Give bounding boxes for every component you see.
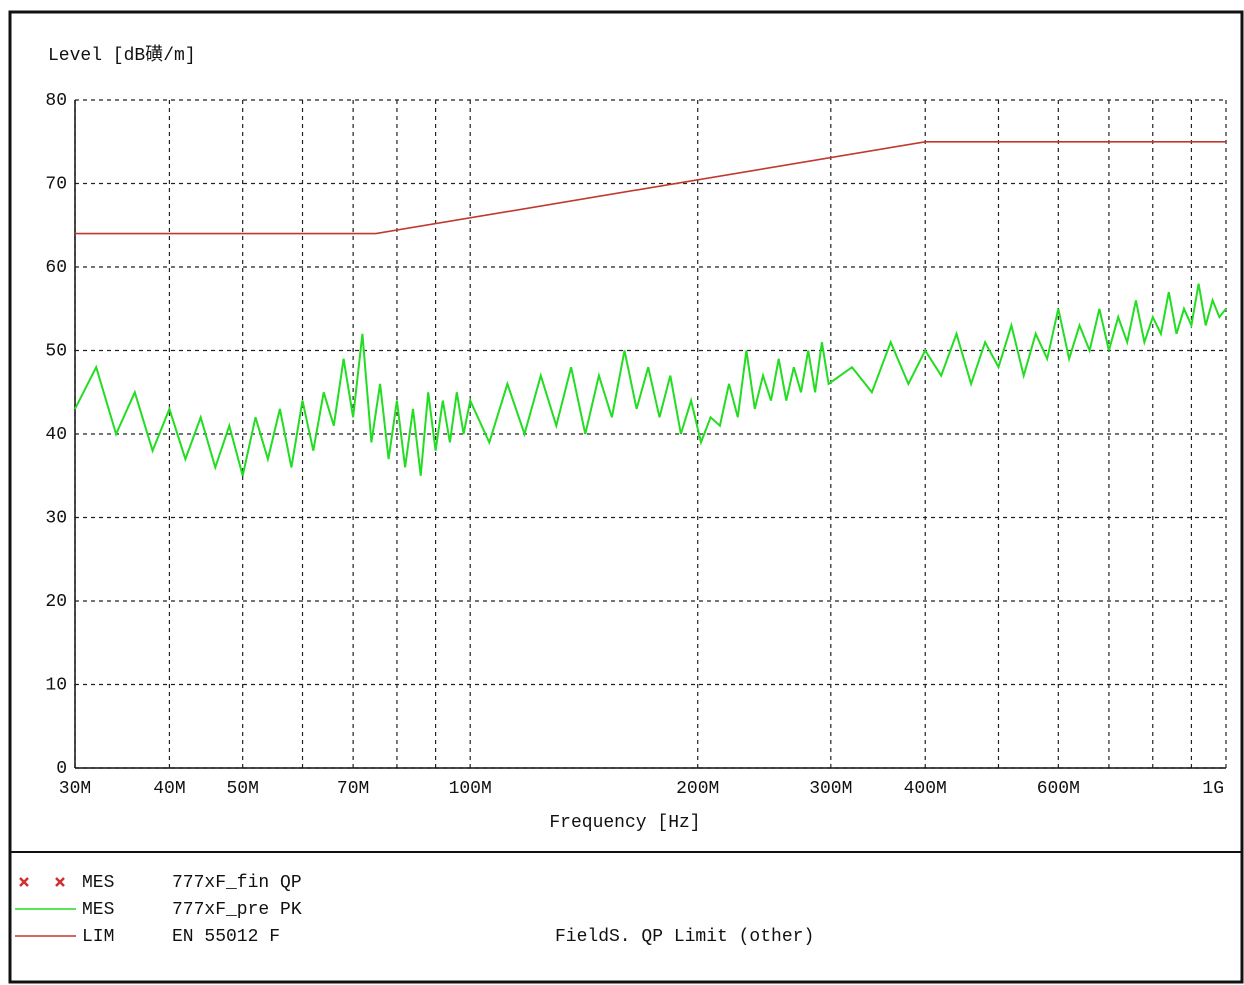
y-tick-label: 0: [56, 759, 67, 779]
legend-marker: [19, 877, 29, 887]
legend-note: FieldS. QP Limit (other): [555, 927, 814, 947]
y-tick-label: 40: [45, 425, 67, 445]
legend-name: 777xF_pre PK: [172, 900, 302, 920]
x-tick-label: 30M: [59, 779, 91, 799]
legend-kind: MES: [82, 873, 114, 893]
legend-kind: MES: [82, 900, 114, 920]
series-line: [74, 283, 1227, 477]
y-tick-label: 20: [45, 592, 67, 612]
y-tick-label: 70: [45, 174, 67, 194]
legend-kind: LIM: [82, 927, 114, 947]
y-tick-label: 10: [45, 675, 67, 695]
x-tick-label: 100M: [449, 779, 492, 799]
y-tick-label: 50: [45, 341, 67, 361]
legend-name: 777xF_fin QP: [172, 873, 302, 893]
x-tick-label: 50M: [226, 779, 258, 799]
legend-name: EN 55012 F: [172, 927, 280, 947]
legend-marker: [55, 877, 65, 887]
x-tick-label: 600M: [1037, 779, 1080, 799]
x-tick-label: 1G: [1202, 779, 1224, 799]
y-tick-label: 30: [45, 508, 67, 528]
y-tick-label: 80: [45, 91, 67, 111]
x-tick-label: 300M: [809, 779, 852, 799]
y-tick-label: 60: [45, 258, 67, 278]
series-line: [75, 141, 1226, 235]
x-tick-label: 70M: [337, 779, 369, 799]
y-axis-label: Level [dB磺/m]: [48, 44, 196, 66]
x-tick-label: 200M: [676, 779, 719, 799]
x-tick-label: 40M: [153, 779, 185, 799]
x-axis-label: Frequency [Hz]: [549, 813, 700, 833]
x-tick-label: 400M: [904, 779, 947, 799]
frame: [8, 10, 1244, 984]
